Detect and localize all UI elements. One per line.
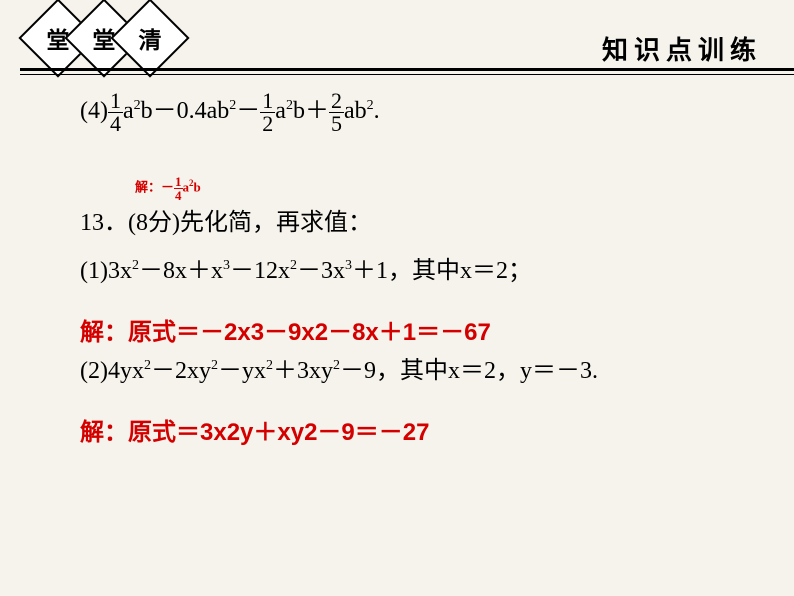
p131-a: (1)3x [80,258,132,284]
p4-frac3: 12 [260,90,275,135]
header-rule-thin [20,74,794,75]
diamond-3-text: 清 [124,12,176,64]
p131-c: －12x [230,258,290,284]
s4-prefix: 解：－ [135,179,174,194]
p4-e4: 2 [367,98,374,113]
problem-4: (4)14a2b－0.4ab2－12a2b＋25ab2. [80,90,724,135]
s132-prefix: 解：原式＝ [80,420,200,446]
p132-e1: 2 [144,358,151,373]
p132-e4: 2 [333,358,340,373]
p4-label: (4) [80,98,108,124]
problem-13-1: (1)3x2－8x＋x3－12x2－3x3＋1，其中x＝2； [80,255,724,289]
problem-13-2: (2)4yx2－2xy2－yx2＋3xy2－9，其中x＝2，y＝－3. [80,355,724,389]
p4-minus1: － [153,98,177,124]
p4-frac1: 14 [108,90,123,135]
p4-frac4: 25 [329,90,344,135]
s131-prefix: 解：原式＝ [80,320,200,346]
solution-13-2: 解：原式＝3x2y＋xy2－9＝－27 [80,416,724,451]
p131-e3: 2 [290,258,297,273]
problem-13-label: 13．(8分)先化简，再求值： [80,207,724,241]
p4-v4: ab [344,98,367,124]
header: 堂 堂 清 知识点训练 [0,0,794,75]
p4-minus2: － [236,98,260,124]
p4-v1: a [123,98,134,124]
p132-e: －9，其中x＝2，y＝－3. [340,358,598,384]
diamond-badges: 堂 堂 清 [30,10,168,66]
p131-e4: 3 [345,258,352,273]
p132-a: (2)4yx [80,358,144,384]
p4-v3: a [275,98,286,124]
p4-t2: 0.4ab [177,98,230,124]
p132-b: －2xy [151,358,211,384]
solution-13-1: 解：原式＝－2x3－9x2－8x＋1＝－67 [80,316,724,351]
section-title: 知识点训练 [602,30,762,67]
p131-b: －8x＋x [139,258,223,284]
s4-frac: 14 [174,175,183,202]
p4-plus: ＋ [305,98,329,124]
p4-period: . [374,98,380,124]
solution-4: 解：－14a2b [135,175,201,202]
header-rule-thick [20,68,794,71]
p132-c: －yx [218,358,266,384]
p4-e1: 2 [134,98,141,113]
p132-e3: 2 [266,358,273,373]
s4-var2: b [194,179,201,194]
content-area: (4)14a2b－0.4ab2－12a2b＋25ab2. 解：－14a2b 13… [0,90,794,455]
p131-d: －3x [297,258,345,284]
p132-e2: 2 [211,358,218,373]
p4-v3b: b [293,98,305,124]
p131-e: ＋1，其中x＝2； [352,258,532,284]
s132-body: 3x2y＋xy2－9＝－27 [200,419,429,446]
s131-body: －2x3－9x2－8x＋1＝－67 [200,319,491,346]
p132-d: ＋3xy [273,358,333,384]
p131-e2: 3 [223,258,230,273]
p4-v1b: b [141,98,153,124]
p4-e3: 2 [286,98,293,113]
p131-e1: 2 [132,258,139,273]
